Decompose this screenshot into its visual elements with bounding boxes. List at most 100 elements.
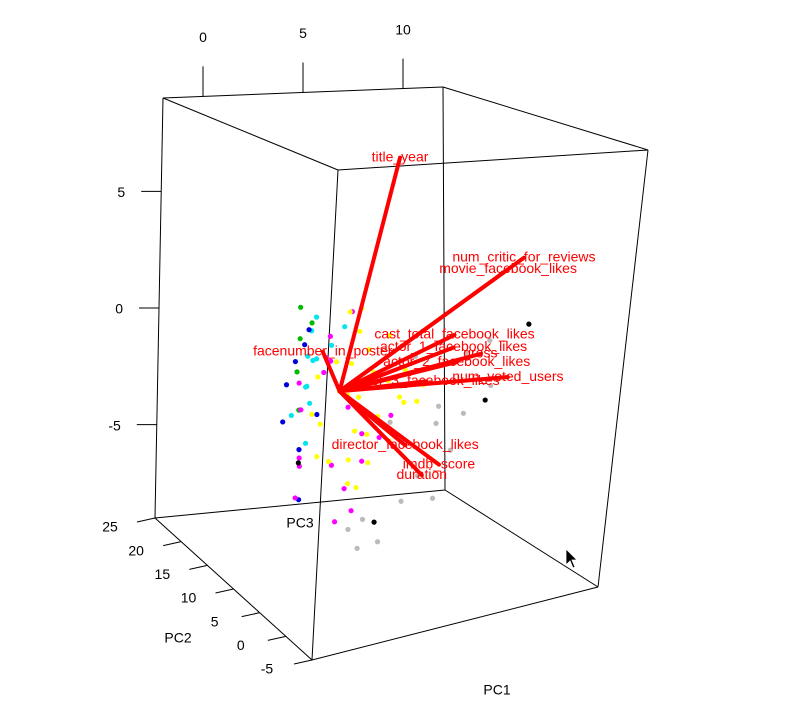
loading-label: num_critic_for_reviews xyxy=(452,248,595,264)
data-point xyxy=(331,519,338,525)
loading-label: facenumber_in_poster xyxy=(253,342,393,358)
plot-area: 0 5 10 5 0 -5 25 20 15 10 5 0 -5 title_year num_critic… xyxy=(102,21,649,677)
data-point xyxy=(294,369,300,375)
data-point xyxy=(296,380,302,386)
data-point xyxy=(376,434,382,441)
data-point xyxy=(298,407,304,413)
data-point xyxy=(328,462,335,468)
data-point xyxy=(347,309,353,315)
data-point xyxy=(351,428,358,434)
data-point xyxy=(365,460,371,466)
data-point xyxy=(353,484,359,491)
loading-label: actor_1_facebook_likes xyxy=(380,338,527,354)
data-point xyxy=(526,321,532,327)
data-point xyxy=(309,320,315,326)
loading-arrow xyxy=(337,360,459,394)
data-point xyxy=(307,400,313,406)
data-point xyxy=(388,412,394,418)
data-point xyxy=(488,382,494,389)
box-edge xyxy=(311,586,599,661)
box-edge xyxy=(597,149,649,588)
data-point xyxy=(297,336,303,342)
data-point xyxy=(396,394,403,400)
data-point xyxy=(314,411,320,418)
data-point xyxy=(295,460,301,466)
data-point xyxy=(309,411,315,417)
loading-arrow xyxy=(337,389,424,478)
data-point xyxy=(292,358,299,365)
loading-arrow xyxy=(320,349,342,394)
loading-label: title_year xyxy=(372,148,429,164)
data-point xyxy=(371,519,377,525)
data-point xyxy=(304,383,310,389)
z-tick-label: 5 xyxy=(117,184,125,200)
data-point xyxy=(298,304,304,310)
y-tick xyxy=(241,612,260,618)
data-point xyxy=(315,374,321,380)
box-edge xyxy=(444,489,599,588)
data-point xyxy=(313,314,320,320)
data-point xyxy=(317,421,323,427)
data-point xyxy=(327,333,333,339)
loading-arrow xyxy=(337,375,510,394)
loading-arrow xyxy=(337,155,403,394)
data-point xyxy=(321,369,327,376)
data-point xyxy=(302,440,309,446)
data-point xyxy=(306,327,312,333)
data-point xyxy=(280,419,286,425)
x-tick-label: 0 xyxy=(199,29,207,45)
z-tick-label: 0 xyxy=(115,301,123,317)
box-edge xyxy=(154,489,446,519)
y-tick-label: 10 xyxy=(181,590,197,606)
data-point xyxy=(345,404,351,410)
data-point xyxy=(288,412,294,419)
data-point xyxy=(387,419,393,425)
data-point xyxy=(341,486,347,492)
y-tick-label: 0 xyxy=(237,637,245,653)
z-tick-label: -5 xyxy=(108,417,121,433)
box-edge xyxy=(311,169,339,661)
data-point xyxy=(374,539,381,545)
data-point xyxy=(401,399,407,405)
data-point xyxy=(386,332,392,339)
data-point xyxy=(305,353,311,359)
box-edge xyxy=(442,86,446,491)
loading-arrow xyxy=(337,267,511,394)
loading-label: director_facebook_likes xyxy=(332,436,479,452)
y-axis-label: PC2 xyxy=(164,630,191,646)
data-point xyxy=(345,526,351,533)
data-point xyxy=(302,342,308,348)
data-point xyxy=(463,350,469,356)
data-point xyxy=(342,324,348,330)
loading-label: duration xyxy=(396,466,447,482)
data-point xyxy=(398,498,404,504)
data-point xyxy=(354,545,360,551)
y-tick-label: 5 xyxy=(211,613,219,629)
loading-arrow xyxy=(337,389,441,467)
loading-label: actor_3_facebook_likes xyxy=(353,372,500,388)
x-axis-label: PC1 xyxy=(483,682,510,698)
loading-label: imdb_score xyxy=(403,455,476,471)
y-tick xyxy=(189,564,208,570)
data-point xyxy=(349,360,355,367)
data-point xyxy=(487,337,493,343)
data-point xyxy=(364,431,370,437)
data-point xyxy=(433,420,439,426)
box-edge xyxy=(162,97,339,171)
y-tick xyxy=(163,541,182,547)
y-tick xyxy=(267,635,286,641)
y-tick-label: 20 xyxy=(128,542,144,558)
data-point xyxy=(359,431,365,437)
y-tick xyxy=(215,588,234,594)
loading-label: actor_2_facebook_likes xyxy=(383,353,530,369)
loading-label: cast_total_facebook_likes xyxy=(374,326,534,342)
data-point xyxy=(296,455,302,461)
x-tick-label: 10 xyxy=(395,21,411,37)
y-tick-label: 25 xyxy=(102,519,118,535)
data-point xyxy=(429,495,436,501)
data-point xyxy=(414,398,420,404)
data-point xyxy=(359,516,366,522)
loading-label: num_voted_users xyxy=(452,368,563,384)
y-tick xyxy=(136,517,156,523)
